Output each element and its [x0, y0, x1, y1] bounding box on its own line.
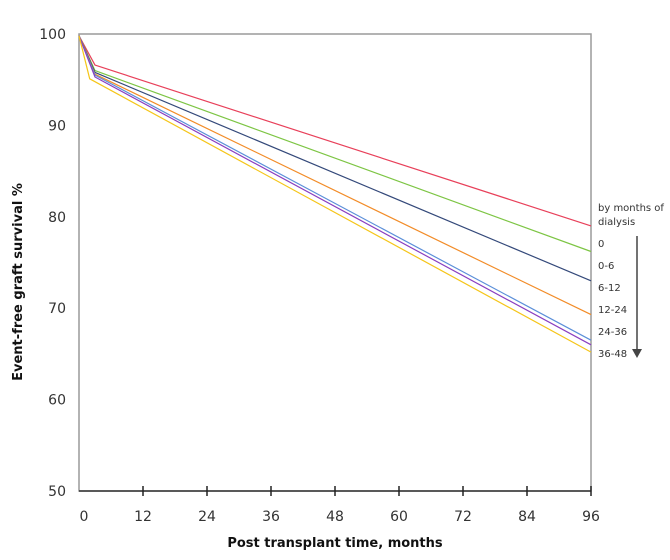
y-axis-label: Event-free graft survival % [11, 183, 26, 381]
x-tick-label: 84 [518, 509, 536, 525]
series-line [78, 35, 592, 227]
x-tick-label: 60 [390, 509, 408, 525]
legend-title: by months of [598, 203, 664, 214]
series-line [78, 35, 592, 353]
y-tick-label: 90 [48, 118, 66, 134]
y-tick-label: 50 [48, 484, 66, 500]
legend: by months of dialysis 0 0-6 6-12 12-24 24-36 36… [598, 203, 664, 360]
series-line [78, 35, 592, 341]
legend-entry: 6-12 [598, 283, 621, 294]
y-tick-label: 80 [48, 210, 66, 226]
x-tick-label: 24 [198, 509, 216, 525]
axes: 0 12 24 36 48 60 72 84 96 50 60 70 80 90 100 [39, 27, 600, 525]
x-tick-label: 12 [134, 509, 152, 525]
legend-entry: 12-24 [598, 305, 627, 316]
series-line [78, 35, 592, 316]
legend-entry: 0-6 [598, 261, 614, 272]
legend-title: dialysis [598, 217, 635, 228]
x-axis-label: Post transplant time, months [227, 536, 443, 551]
series-line [78, 35, 592, 346]
y-tick-label: 70 [48, 301, 66, 317]
y-tick-label: 60 [48, 393, 66, 409]
x-tick-label: 0 [80, 509, 89, 525]
legend-entry: 0 [598, 239, 604, 250]
series-lines [78, 35, 592, 353]
x-tick-label: 72 [454, 509, 472, 525]
series-line [78, 35, 592, 253]
legend-entry: 24-36 [598, 327, 627, 338]
y-tick-label: 100 [39, 27, 66, 43]
x-tick-label: 48 [326, 509, 344, 525]
legend-entry: 36-48 [598, 349, 627, 360]
plot-frame [78, 33, 592, 492]
legend-arrow-head [632, 349, 642, 358]
x-tick-label: 36 [262, 509, 280, 525]
x-tick-label: 96 [582, 509, 600, 525]
